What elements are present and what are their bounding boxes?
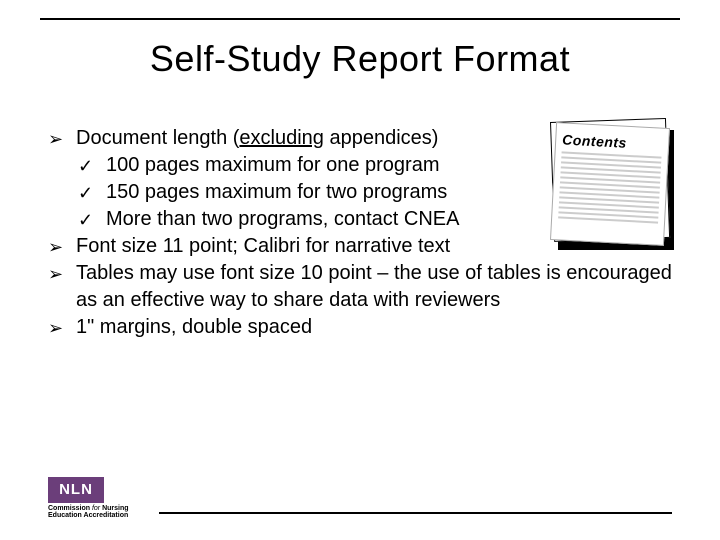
arrow-bullet-icon: ➢ <box>48 314 76 340</box>
bullet-text: Font size 11 point; Calibri for narrativ… <box>76 233 672 260</box>
arrow-bullet-icon: ➢ <box>48 125 76 151</box>
sub-bullet-text: 100 pages maximum for one program <box>106 152 536 179</box>
bullet-text: 1" margins, double spaced <box>76 314 672 341</box>
sub-bullet-item: ✓ 150 pages maximum for two programs <box>48 179 672 206</box>
sub-bullet-item: ✓ More than two programs, contact CNEA <box>48 206 672 233</box>
bullet-item: ➢ Font size 11 point; Calibri for narrat… <box>48 233 672 260</box>
top-horizontal-rule <box>40 18 680 20</box>
logo-subtitle: Commission for Nursing Education Accredi… <box>48 505 129 520</box>
arrow-bullet-icon: ➢ <box>48 260 76 286</box>
bullet-item: ➢ Tables may use font size 10 point – th… <box>48 260 672 314</box>
sub-bullet-text: 150 pages maximum for two programs <box>106 179 536 206</box>
page-title: Self-Study Report Format <box>0 38 720 80</box>
check-bullet-icon: ✓ <box>78 179 106 205</box>
arrow-bullet-icon: ➢ <box>48 233 76 259</box>
bullet-text: Document length (excluding appendices) <box>76 125 506 152</box>
bullet-item: ➢ Document length (excluding appendices) <box>48 125 672 152</box>
sub-bullet-item: ✓ 100 pages maximum for one program <box>48 152 672 179</box>
bullet-item: ➢ 1" margins, double spaced <box>48 314 672 341</box>
bullet-text: Tables may use font size 10 point – the … <box>76 260 672 314</box>
nln-logo: NLN Commission for Nursing Education Acc… <box>48 477 129 520</box>
bottom-horizontal-rule <box>159 512 672 514</box>
bullet-list: ➢ Document length (excluding appendices)… <box>48 125 672 341</box>
footer: NLN Commission for Nursing Education Acc… <box>48 477 672 520</box>
sub-bullet-text: More than two programs, contact CNEA <box>106 206 536 233</box>
check-bullet-icon: ✓ <box>78 206 106 232</box>
logo-box: NLN <box>48 477 104 503</box>
check-bullet-icon: ✓ <box>78 152 106 178</box>
